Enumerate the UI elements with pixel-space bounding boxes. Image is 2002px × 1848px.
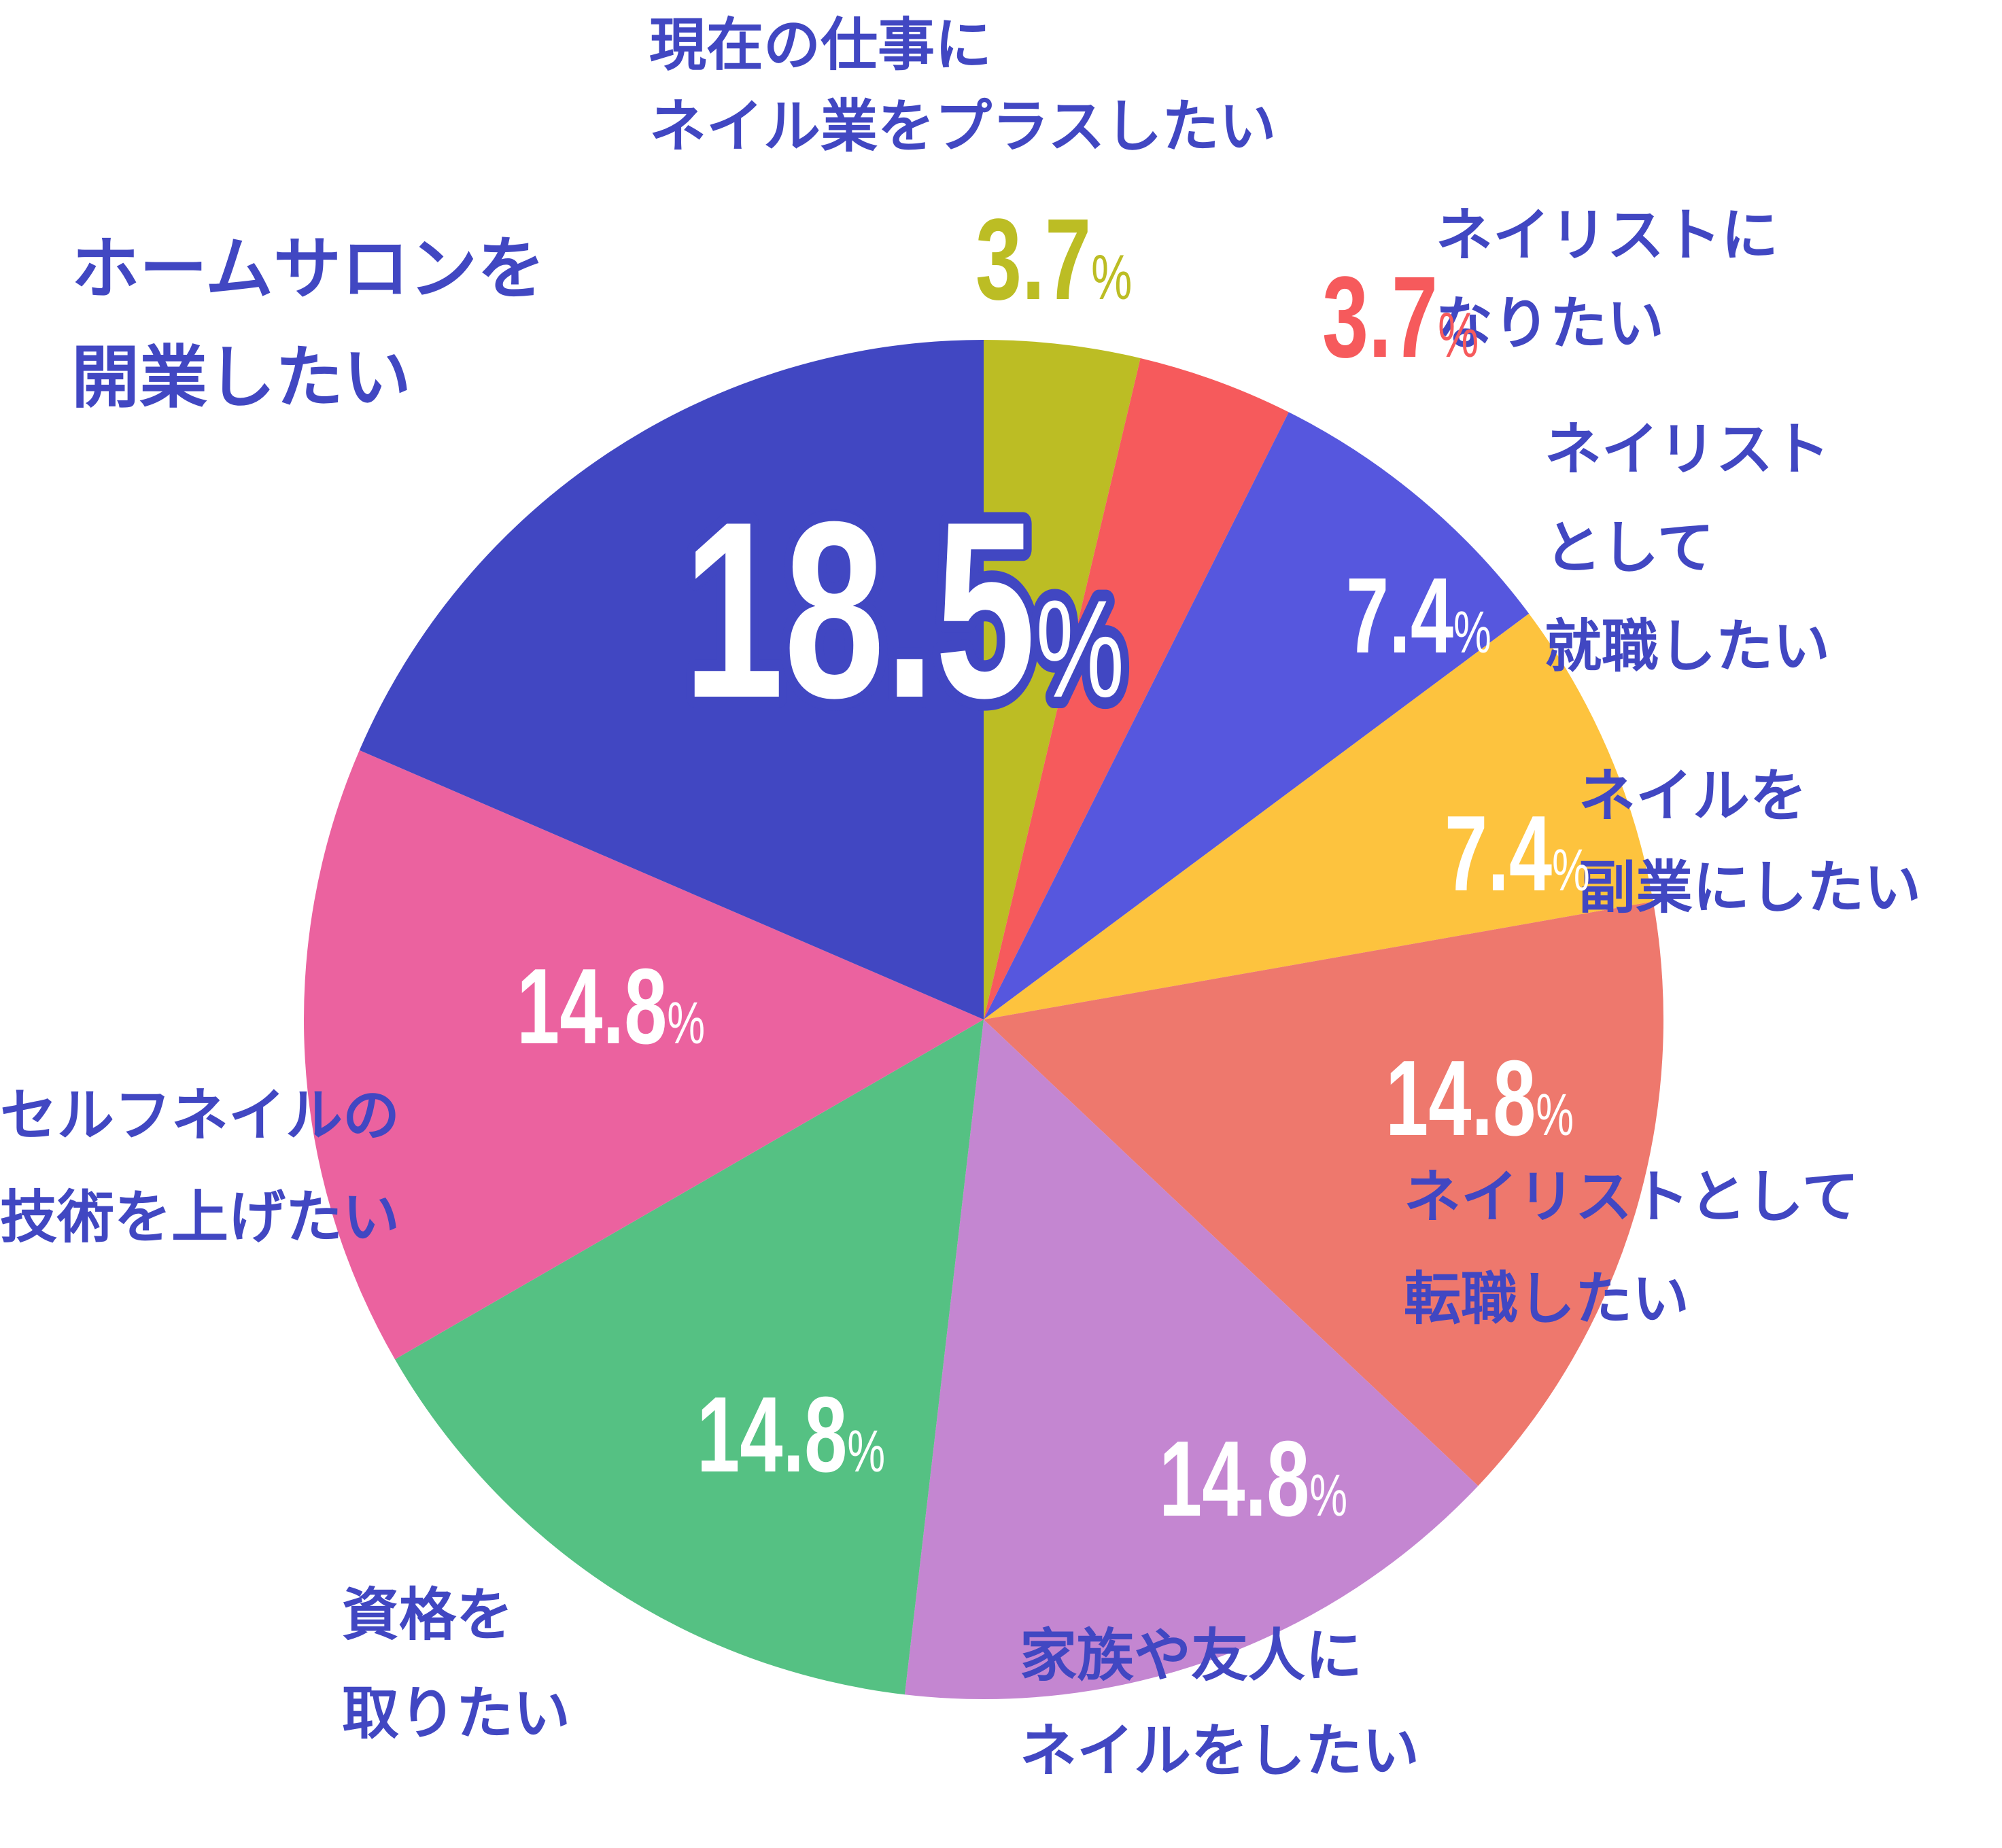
- pie-slice: [359, 340, 984, 1019]
- pie-slice: [394, 1019, 984, 1695]
- slice-value-label: 3.7%: [1322, 253, 1479, 381]
- slice-category-label: ネイリストになりたい: [1436, 202, 1778, 357]
- pie-slice: [984, 358, 1289, 1019]
- slice-value-label: 14.8%: [1159, 1419, 1347, 1539]
- value-labels: 3.7% 3.7% 7.4% 7.4% 14.8% 14.8% 14.8% 14.8% 18.5…: [517, 195, 1590, 1539]
- pie-slices: [303, 340, 1664, 1700]
- slice-category-label: ネイリストとして就職したい: [1544, 416, 1830, 680]
- slice-value-label: 14.8%: [1385, 1039, 1574, 1159]
- slice-value-label: 7.4%: [1346, 556, 1491, 676]
- slice-value-label: 7.4%: [1445, 794, 1590, 914]
- slice-category-label: ホームサロンを開業したい: [71, 229, 545, 417]
- slice-category-label: セルフネイルの技術を上げたい: [0, 1082, 400, 1251]
- pie-slice: [984, 613, 1653, 1019]
- pie-slice: [904, 1019, 1479, 1700]
- slice-value-label: 18.5%: [683, 470, 1124, 750]
- slice-value-label: 14.8%: [697, 1375, 885, 1495]
- slice-category-label: 資格を取りたい: [342, 1582, 570, 1747]
- category-labels: 現在の仕事にネイル業をプラスしたいネイリストになりたいネイリストとして就職したい…: [0, 12, 1921, 1784]
- pie-slice: [984, 901, 1664, 1486]
- slice-value-label: 14.8%: [517, 947, 705, 1067]
- pie-slice: [984, 340, 1141, 1019]
- slice-category-label: 家族や友人にネイルをしたい: [1020, 1622, 1419, 1784]
- slice-category-label: 現在の仕事にネイル業をプラスしたい: [649, 12, 1276, 160]
- slice-category-label: ネイルを副業にしたい: [1578, 763, 1921, 921]
- pie-slice: [984, 412, 1530, 1019]
- slice-category-label: ネイリストとして転職したい: [1404, 1164, 1859, 1332]
- pie-slice: [303, 750, 984, 1359]
- slice-value-label: 3.7%: [976, 195, 1132, 324]
